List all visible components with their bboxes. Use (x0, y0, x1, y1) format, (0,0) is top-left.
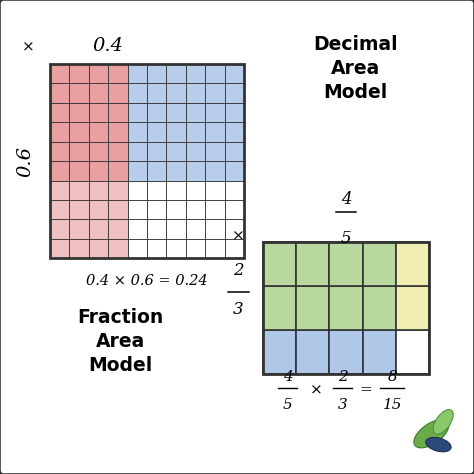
Bar (147, 161, 166, 181)
Bar (108, 239, 128, 258)
Bar (50, 103, 69, 122)
Bar (108, 64, 128, 83)
Bar (166, 239, 186, 258)
Bar (128, 122, 147, 142)
Bar (166, 122, 186, 142)
Bar (225, 122, 244, 142)
Bar (108, 103, 128, 122)
Bar (108, 200, 128, 219)
Bar (186, 200, 205, 219)
Bar (186, 142, 205, 161)
Bar (205, 142, 225, 161)
Bar (89, 200, 108, 219)
Text: 2: 2 (233, 262, 244, 279)
Bar (69, 83, 89, 103)
Bar (50, 83, 69, 103)
Bar (69, 103, 89, 122)
Bar (147, 200, 166, 219)
Bar (128, 83, 147, 103)
Bar (205, 103, 225, 122)
Bar (205, 239, 225, 258)
Bar (50, 219, 69, 239)
Bar (225, 181, 244, 200)
Bar (128, 200, 147, 219)
Bar (89, 219, 108, 239)
Bar (128, 219, 147, 239)
Bar (108, 122, 128, 142)
Text: 2: 2 (337, 370, 347, 384)
Bar (166, 200, 186, 219)
Bar (147, 122, 166, 142)
Text: ×: × (310, 383, 323, 398)
Bar (166, 64, 186, 83)
Bar (166, 83, 186, 103)
Bar (396, 286, 429, 330)
Text: 4: 4 (341, 191, 351, 208)
Bar (69, 181, 89, 200)
Text: 4: 4 (283, 370, 293, 384)
Bar (50, 161, 69, 181)
Bar (205, 83, 225, 103)
Bar (186, 83, 205, 103)
Bar (205, 161, 225, 181)
Text: ×: × (232, 229, 245, 243)
Bar (363, 286, 396, 330)
Bar (108, 219, 128, 239)
Bar (147, 103, 166, 122)
Bar (89, 161, 108, 181)
Bar (69, 239, 89, 258)
Bar (69, 161, 89, 181)
Bar (108, 142, 128, 161)
Bar (186, 219, 205, 239)
Bar (186, 103, 205, 122)
Bar (296, 330, 329, 374)
Bar (263, 242, 296, 286)
Bar (89, 103, 108, 122)
Bar (186, 161, 205, 181)
Bar (69, 200, 89, 219)
Text: 5: 5 (283, 398, 293, 412)
Bar (205, 64, 225, 83)
Bar (147, 219, 166, 239)
Bar (69, 142, 89, 161)
Bar (50, 200, 69, 219)
Bar (128, 239, 147, 258)
Bar (166, 181, 186, 200)
Bar (89, 122, 108, 142)
Bar (166, 103, 186, 122)
Bar (89, 83, 108, 103)
Bar (166, 219, 186, 239)
Bar (225, 64, 244, 83)
Bar (147, 142, 166, 161)
Bar (186, 239, 205, 258)
Bar (50, 142, 69, 161)
Bar (205, 122, 225, 142)
Bar (69, 122, 89, 142)
Text: 0.4 × 0.6 = 0.24: 0.4 × 0.6 = 0.24 (86, 274, 208, 288)
Bar (108, 83, 128, 103)
Bar (50, 64, 244, 258)
Bar (166, 161, 186, 181)
Bar (263, 242, 429, 374)
Bar (225, 83, 244, 103)
Bar (329, 242, 363, 286)
Bar (89, 64, 108, 83)
Bar (329, 286, 363, 330)
Bar (225, 142, 244, 161)
Ellipse shape (426, 438, 451, 452)
Text: Fraction
Area
Model: Fraction Area Model (78, 308, 164, 375)
Bar (296, 242, 329, 286)
Bar (396, 242, 429, 286)
Text: 3: 3 (337, 398, 347, 412)
Bar (263, 286, 296, 330)
Bar (225, 219, 244, 239)
Bar (50, 239, 69, 258)
Bar (205, 181, 225, 200)
Text: 3: 3 (233, 301, 244, 319)
Bar (225, 161, 244, 181)
Bar (296, 286, 329, 330)
Ellipse shape (414, 419, 449, 448)
Bar (108, 161, 128, 181)
Text: 0.6: 0.6 (16, 146, 34, 177)
